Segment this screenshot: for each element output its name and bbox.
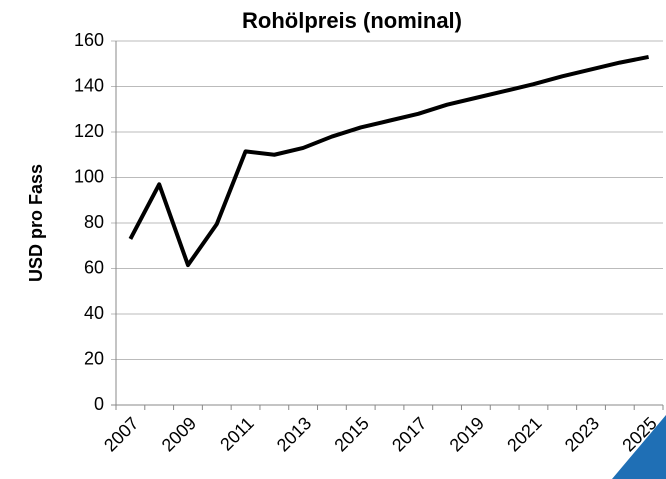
x-tick-label: 2015: [330, 413, 372, 455]
corner-decoration: [612, 415, 666, 479]
x-tick-label: 2017: [388, 413, 430, 455]
x-tick-label: 2007: [100, 413, 142, 455]
y-tick-label: 140: [74, 75, 104, 95]
chart-title: Rohölpreis (nominal): [242, 8, 462, 33]
y-tick-label: 40: [84, 303, 104, 323]
y-tick-label: 60: [84, 257, 104, 277]
x-tick-label: 2019: [446, 413, 488, 455]
y-tick-label: 0: [94, 394, 104, 414]
x-tick-label: 2023: [561, 413, 603, 455]
x-tick-label: 2011: [216, 413, 258, 455]
y-tick-label: 160: [74, 30, 104, 50]
x-tick-label: 2009: [158, 413, 200, 455]
x-tick-label: 2021: [503, 413, 545, 455]
y-tick-label: 100: [74, 166, 104, 186]
y-tick-label: 80: [84, 212, 104, 232]
y-axis-label: USD pro Fass: [26, 164, 46, 282]
data-line: [128, 54, 649, 268]
y-tick-label: 120: [74, 121, 104, 141]
x-tick-label: 2013: [273, 413, 315, 455]
y-tick-label: 20: [84, 348, 104, 368]
